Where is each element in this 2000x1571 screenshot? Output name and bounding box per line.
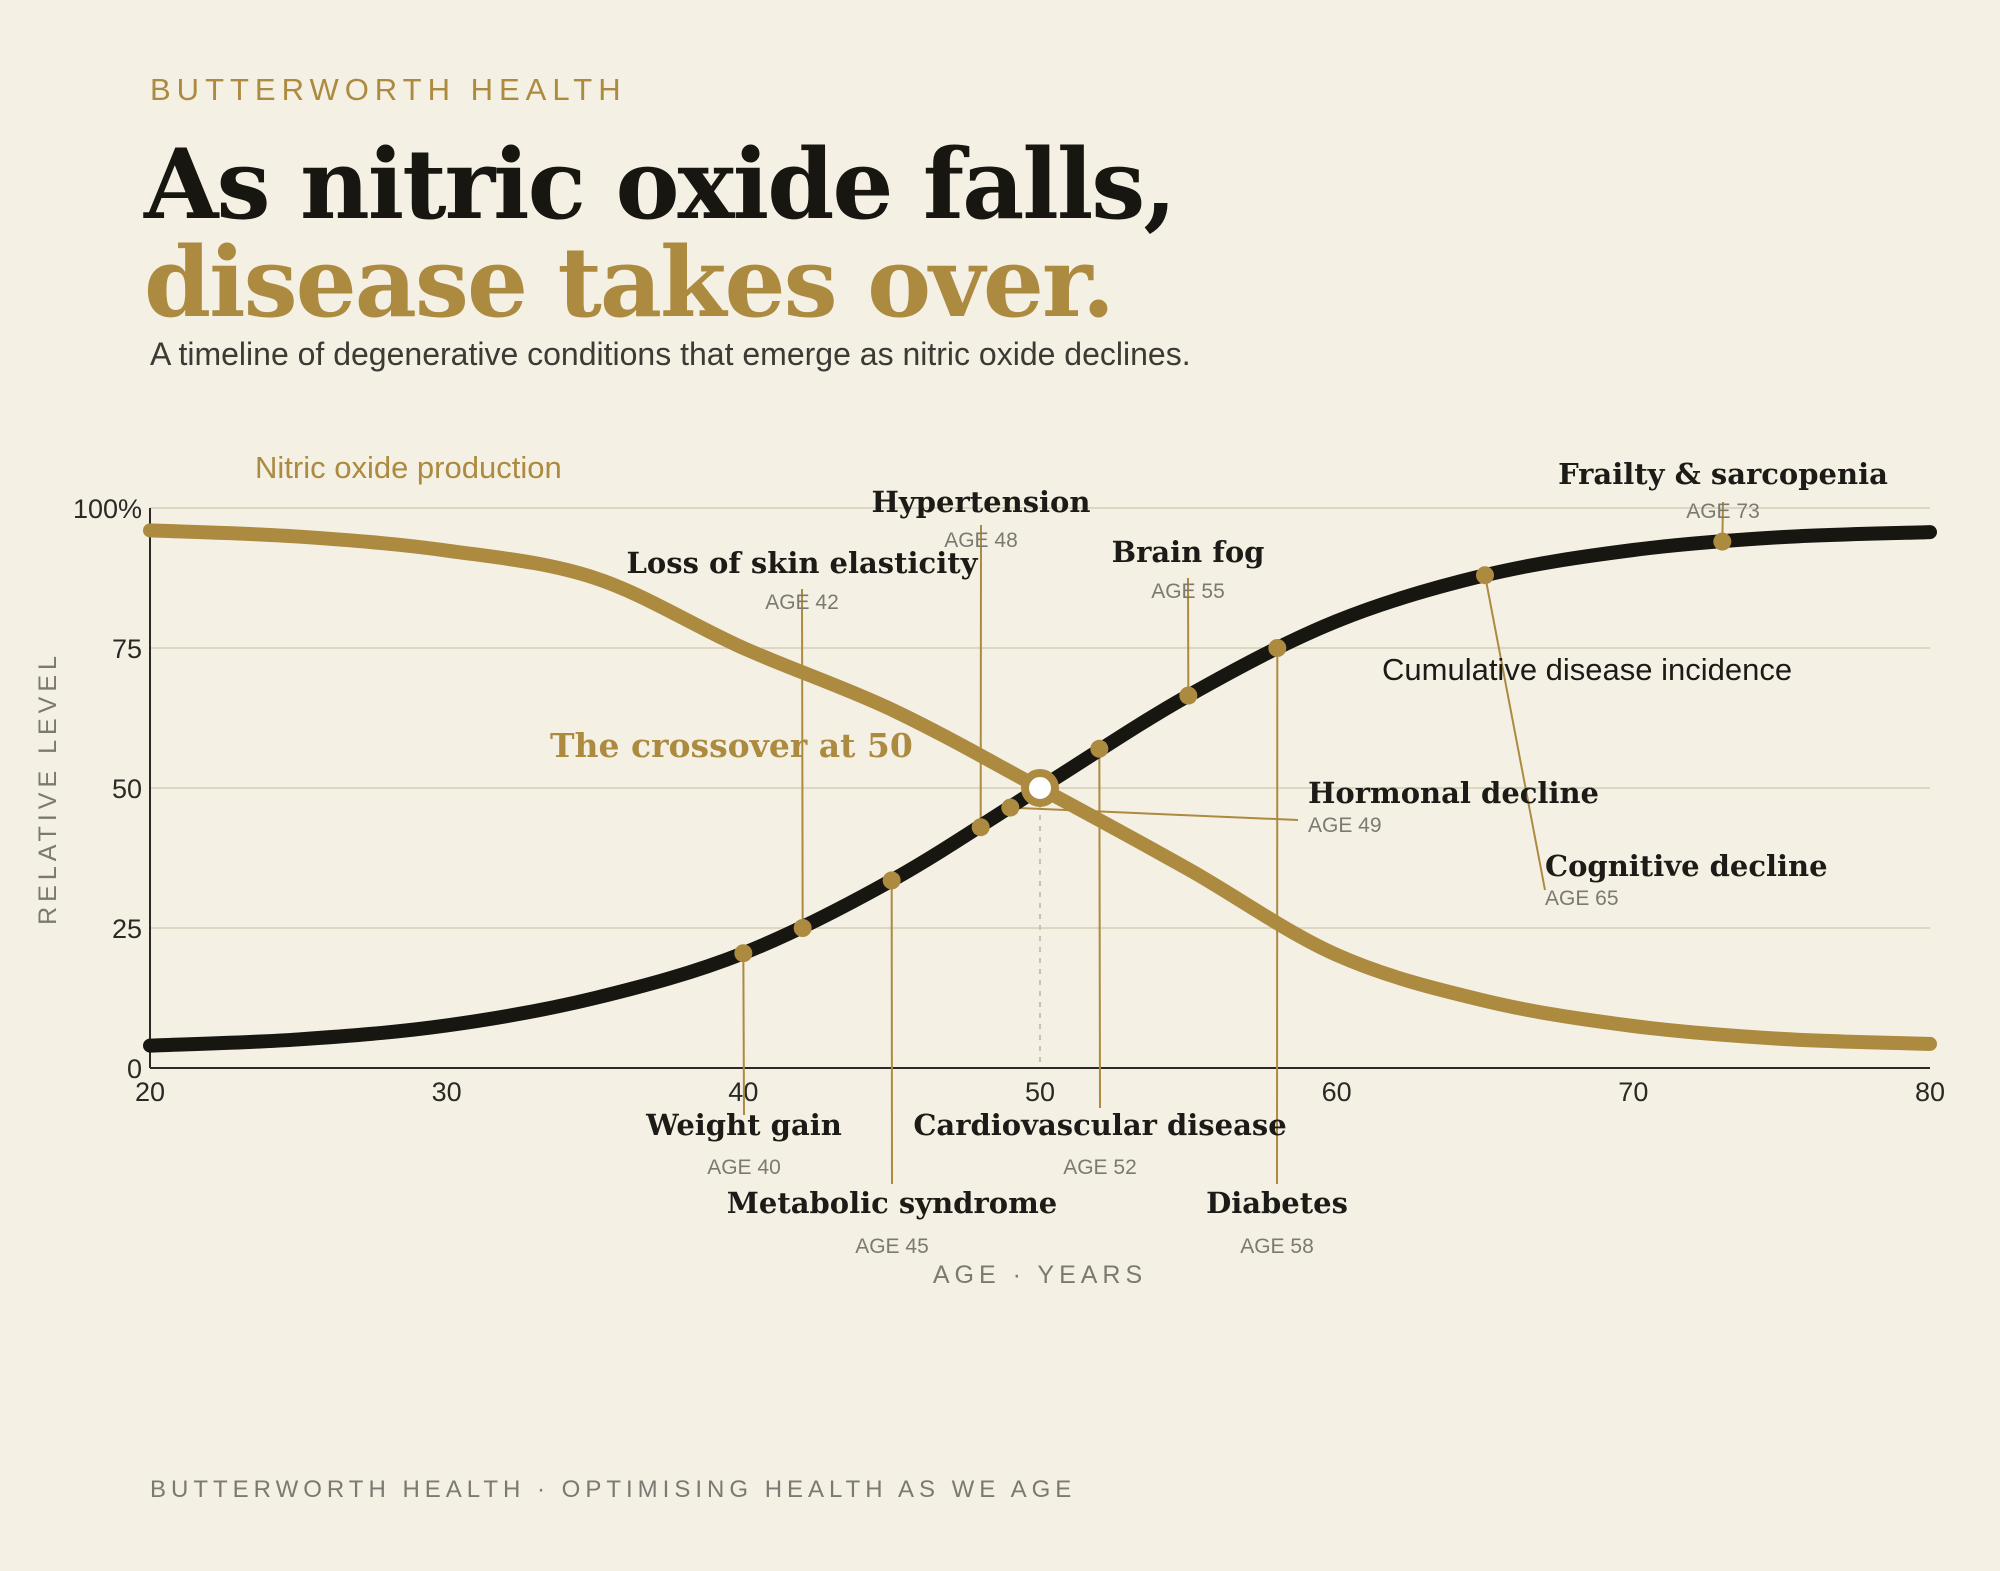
event-label-weight-gain: Weight gain [645,1108,842,1142]
event-marker-hypertension [971,818,990,837]
event-markers [734,532,1732,963]
crossover-marker [1021,769,1059,807]
footer-tagline: BUTTERWORTH HEALTH · OPTIMISING HEALTH A… [150,1476,1077,1503]
event-label-cardiovascular-disease: Cardiovascular disease [913,1108,1286,1142]
y-axis-title: RELATIVE LEVEL [34,651,62,925]
y-tick-label: 75 [112,634,142,664]
y-tick-label: 100% [73,494,142,524]
y-tick-label: 25 [112,914,142,944]
event-age-brain-fog: AGE 55 [1151,580,1225,603]
leader-line-cognitive-decline [1484,575,1546,891]
y-tick-label: 50 [112,774,142,804]
event-marker-cognitive-decline [1476,566,1494,585]
leader-line-weight-gain [742,953,745,1116]
event-label-frailty-sarcopenia: Frailty & sarcopenia [1558,457,1888,491]
event-label-hypertension: Hypertension [872,485,1091,519]
event-marker-metabolic-syndrome [882,871,901,890]
leader-lines [742,501,1724,1185]
event-marker-weight-gain [734,944,753,963]
event-label-brain-fog: Brain fog [1112,535,1265,569]
event-marker-brain-fog [1179,686,1198,705]
event-age-metabolic-syndrome: AGE 45 [855,1235,929,1258]
x-tick-label: 30 [432,1077,462,1107]
x-tick-label: 50 [1025,1077,1055,1107]
event-age-loss-of-skin-elasticity: AGE 42 [765,591,839,614]
event-label-cognitive-decline: Cognitive decline [1545,849,1828,883]
title-line-2: disease takes over. [144,226,1115,339]
event-label-metabolic-syndrome: Metabolic syndrome [727,1186,1057,1220]
event-labels: Nitric oxide production Cumulative diseas… [255,450,1888,1258]
brand-name: BUTTERWORTH HEALTH [150,72,627,107]
x-tick-label: 80 [1915,1077,1945,1107]
event-marker-frailty-sarcopenia [1713,532,1732,551]
x-axis-title: AGE · YEARS [933,1261,1147,1289]
leader-line-loss-of-skin-elasticity [801,588,804,929]
series-label-nitric-oxide: Nitric oxide production [255,450,562,485]
event-age-diabetes: AGE 58 [1240,1235,1314,1258]
leader-line-cardiovascular-disease [1098,748,1101,1109]
x-tick-label: 60 [1322,1077,1352,1107]
series-label-disease-incidence: Cumulative disease incidence [1382,652,1792,687]
event-label-diabetes: Diabetes [1206,1186,1348,1220]
y-tick-label: 0 [127,1054,142,1084]
event-marker-diabetes [1268,639,1287,657]
leader-line-hormonal-decline [1010,806,1299,821]
event-age-frailty-sarcopenia: AGE 73 [1686,500,1760,523]
event-label-hormonal-decline: Hormonal decline [1308,776,1599,810]
crossover-label: The crossover at 50 [550,726,913,765]
title-line-1: As nitric oxide falls, [144,128,1177,241]
event-label-loss-of-skin-elasticity: Loss of skin elasticity [627,546,979,580]
event-marker-cardiovascular-disease [1090,739,1109,758]
event-marker-hormonal-decline [1001,798,1020,817]
event-age-hypertension: AGE 48 [944,529,1018,552]
x-tick-label: 70 [1618,1077,1648,1107]
event-age-cardiovascular-disease: AGE 52 [1063,1156,1137,1179]
event-marker-loss-of-skin-elasticity [793,919,812,937]
page-title: As nitric oxide falls, disease takes ove… [144,128,1177,339]
event-age-cognitive-decline: AGE 65 [1545,887,1619,910]
event-age-weight-gain: AGE 40 [707,1156,781,1179]
page-subtitle: A timeline of degenerative conditions th… [150,336,1191,372]
x-tick-label: 20 [135,1077,165,1107]
event-age-hormonal-decline: AGE 49 [1308,814,1382,837]
